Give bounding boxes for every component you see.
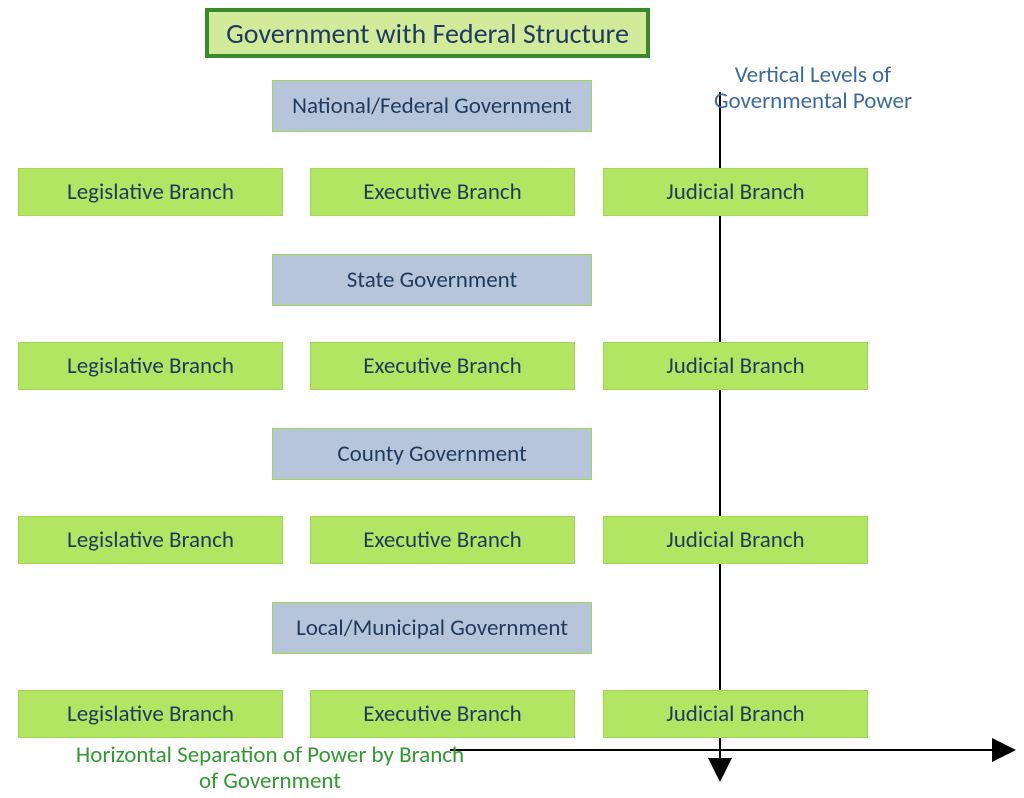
vertical-axis-label: Vertical Levels of Governmental Power	[698, 62, 928, 115]
branch-box-r1-c1: Executive Branch	[310, 342, 575, 390]
branch-box-r3-c1: Executive Branch	[310, 690, 575, 738]
branch-box-r0-c2: Judicial Branch	[603, 168, 868, 216]
level-box-2: County Government	[272, 428, 592, 480]
level-box-0: National/Federal Government	[272, 80, 592, 132]
branch-box-r2-c1: Executive Branch	[310, 516, 575, 564]
diagram-title: Government with Federal Structure	[205, 8, 650, 58]
branch-box-r3-c2: Judicial Branch	[603, 690, 868, 738]
branch-box-r2-c0: Legislative Branch	[18, 516, 283, 564]
branch-box-r0-c1: Executive Branch	[310, 168, 575, 216]
branch-box-r1-c0: Legislative Branch	[18, 342, 283, 390]
branch-box-r0-c0: Legislative Branch	[18, 168, 283, 216]
level-box-1: State Government	[272, 254, 592, 306]
horizontal-axis-label: Horizontal Separation of Power by Branch…	[70, 742, 470, 795]
branch-box-r3-c0: Legislative Branch	[18, 690, 283, 738]
branch-box-r2-c2: Judicial Branch	[603, 516, 868, 564]
level-box-3: Local/Municipal Government	[272, 602, 592, 654]
branch-box-r1-c2: Judicial Branch	[603, 342, 868, 390]
